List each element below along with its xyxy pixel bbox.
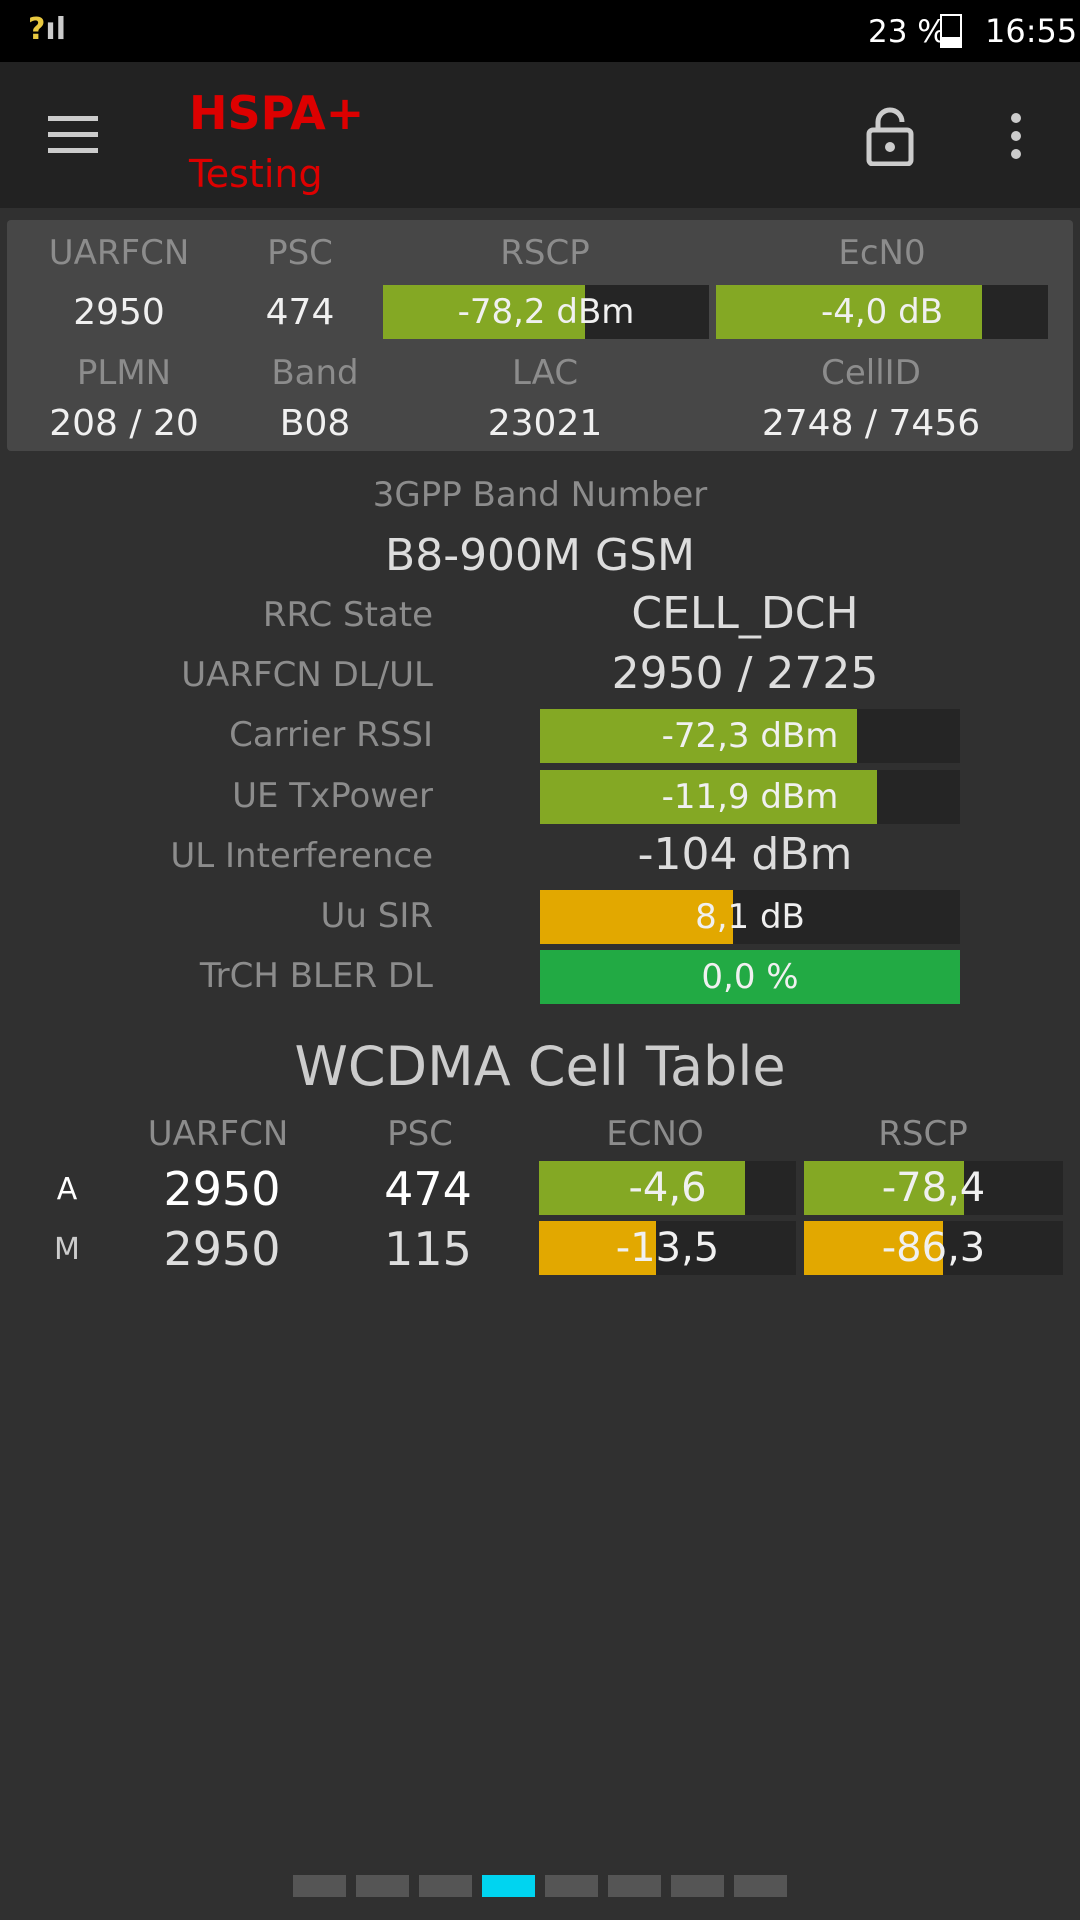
cell: 2950: [163, 1222, 281, 1276]
battery-icon: [940, 14, 962, 48]
label: PSC: [267, 233, 333, 273]
ecno-bar: -13,5: [539, 1221, 796, 1275]
value: -78,2 dBm: [457, 292, 635, 332]
value: B08: [279, 403, 351, 444]
value: 208 / 20: [49, 403, 199, 444]
detail-value: CELL_DCH: [631, 588, 859, 639]
page-indicator[interactable]: [671, 1875, 724, 1897]
column-header: UARFCN: [147, 1114, 289, 1154]
detail-label: UL Interference: [170, 836, 433, 876]
rscp-bar: -78,4: [804, 1161, 1063, 1215]
lock-button[interactable]: [866, 106, 914, 166]
cell: 474: [384, 1162, 472, 1216]
bler-bar: 0,0 %: [540, 950, 960, 1004]
column-header: PSC: [387, 1114, 453, 1154]
page-indicator[interactable]: [293, 1875, 346, 1897]
detail-value: -104 dBm: [637, 829, 853, 880]
label: RSCP: [500, 233, 590, 273]
value: 23021: [487, 403, 603, 444]
ecn0-bar: -4,0 dB: [716, 285, 1048, 339]
page-indicator[interactable]: [734, 1875, 787, 1897]
signal-icon: ?ıl: [28, 12, 66, 47]
value: 2748 / 7456: [761, 403, 981, 444]
label: PLMN: [76, 353, 172, 393]
page-indicator[interactable]: [419, 1875, 472, 1897]
value: 2950: [73, 292, 165, 333]
rssi-bar: -72,3 dBm: [540, 709, 960, 763]
band-value: B8-900M GSM: [385, 530, 695, 581]
detail-value: 8,1 dB: [695, 897, 805, 937]
row-tag: M: [54, 1232, 80, 1267]
app-title: HSPA+: [189, 86, 365, 140]
detail-label: UE TxPower: [232, 776, 433, 816]
detail-value: 0,0 %: [701, 957, 799, 997]
label: UARFCN: [48, 233, 190, 273]
cell: 115: [384, 1222, 472, 1276]
cell: -13,5: [615, 1225, 720, 1271]
row-tag: A: [56, 1172, 78, 1207]
table-title: WCDMA Cell Table: [294, 1035, 786, 1098]
detail-label: Uu SIR: [320, 896, 433, 936]
cell: -78,4: [881, 1165, 986, 1211]
detail-label: Carrier RSSI: [229, 715, 433, 755]
label: CellID: [821, 353, 921, 393]
txpower-bar: -11,9 dBm: [540, 770, 960, 824]
column-header: RSCP: [878, 1114, 968, 1154]
column-header: ECNO: [606, 1114, 704, 1154]
app-subtitle: Testing: [189, 152, 323, 196]
rscp-bar: -78,2 dBm: [383, 285, 709, 339]
label: EcN0: [838, 233, 926, 273]
band-label: 3GPP Band Number: [372, 475, 708, 515]
menu-button[interactable]: [48, 116, 98, 154]
page-indicator[interactable]: [356, 1875, 409, 1897]
cell: 2950: [163, 1162, 281, 1216]
status-bar: ?ıl 23 % 16:55: [0, 0, 1080, 62]
detail-value: -11,9 dBm: [661, 777, 839, 817]
detail-label: RRC State: [262, 595, 433, 635]
app-bar: HSPA+ Testing: [0, 62, 1080, 208]
battery-text: 23 %: [868, 14, 947, 50]
page-indicator[interactable]: [545, 1875, 598, 1897]
ecno-bar: -4,6: [539, 1161, 796, 1215]
value: -4,0 dB: [820, 292, 944, 332]
page-indicator-active[interactable]: [482, 1875, 535, 1897]
page-indicator[interactable]: [608, 1875, 661, 1897]
detail-value: 2950 / 2725: [611, 648, 879, 699]
cell: -86,3: [881, 1225, 986, 1271]
detail-value: -72,3 dBm: [661, 716, 839, 756]
cell: -4,6: [628, 1165, 707, 1211]
value: 474: [265, 292, 335, 333]
rscp-bar: -86,3: [804, 1221, 1063, 1275]
label: Band: [271, 353, 359, 393]
sir-bar: 8,1 dB: [540, 890, 960, 944]
detail-label: UARFCN DL/UL: [181, 655, 433, 695]
label: LAC: [511, 353, 579, 393]
detail-label: TrCH BLER DL: [199, 956, 433, 996]
clock: 16:55: [985, 12, 1078, 50]
overflow-menu[interactable]: [1008, 112, 1024, 160]
